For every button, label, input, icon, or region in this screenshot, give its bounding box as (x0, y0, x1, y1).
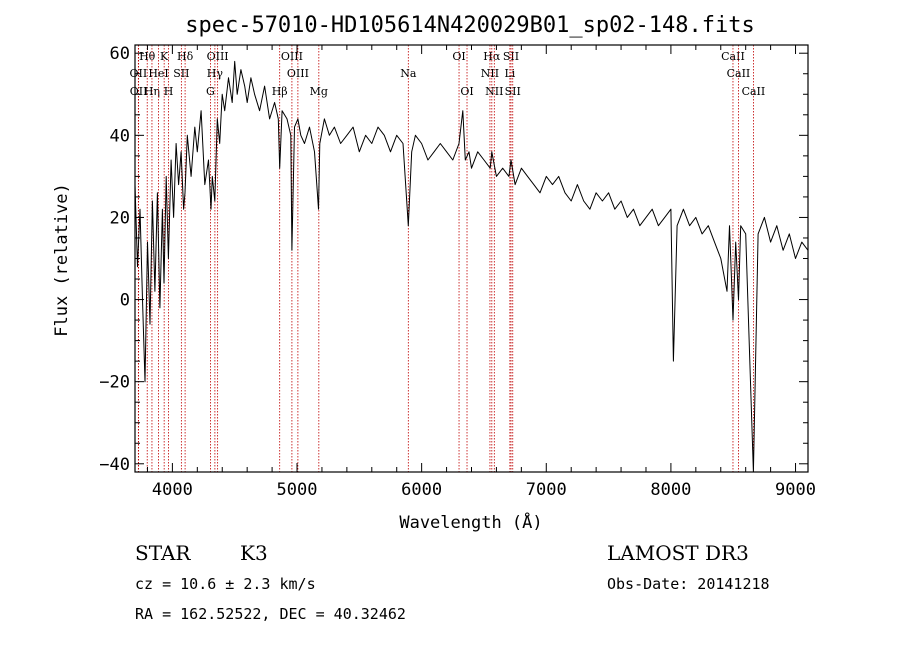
spectral-line-label-8: Hδ (177, 50, 194, 63)
x-tick-label-4: 8000 (650, 480, 691, 500)
spectral-line-label-6: H (164, 85, 174, 98)
spectral-line-label-2: OII (130, 85, 148, 98)
spectral-line-label-12: Hβ (272, 85, 288, 98)
y-tick-label-1: −20 (99, 373, 130, 393)
y-tick-label-5: 60 (110, 44, 130, 64)
spectral-line-label-10: Hγ (207, 67, 224, 80)
spectral-line-label-13: OIII (281, 50, 303, 63)
spectral-line-label-23: Li (504, 67, 515, 80)
spectral-line-label-19: Hα (483, 50, 501, 63)
spectral-line-label-24: SII (505, 85, 521, 98)
plot-frame (134, 44, 809, 473)
spectral-line-label-16: Na (400, 67, 417, 80)
ra-dec-coordinates: RA = 162.52522, DEC = 40.32462 (135, 605, 406, 623)
x-tick-label-1: 5000 (277, 480, 318, 500)
spectral-line-label-27: CaII (742, 85, 766, 98)
y-tick-label-3: 20 (110, 208, 130, 228)
spectral-line-label-15: Mg (310, 85, 328, 98)
redshift-cz: cz = 10.6 ± 2.3 km/s (135, 575, 316, 593)
object-subclass: K3 (240, 541, 268, 565)
spectral-line-label-21: NII (485, 85, 503, 98)
y-tick-label-0: −40 (99, 455, 130, 475)
spectral-line-label-14: OIII (287, 67, 309, 80)
spectral-line-label-26: CaII (727, 67, 751, 80)
spectral-line-label-4: HeI (148, 67, 168, 80)
spectral-line-label-11: G (206, 85, 215, 98)
spectral-line-label-7: SII (173, 67, 189, 80)
spectral-line-label-20: NII (481, 67, 499, 80)
spectral-line-label-3: Hη (144, 85, 160, 98)
object-class: STAR (135, 541, 191, 565)
spectrum-line-0 (134, 60, 809, 473)
spectral-line-label-25: CaII (721, 50, 745, 63)
y-tick-label-4: 40 (110, 126, 130, 146)
y-axis-label: Flux (relative) (52, 183, 72, 337)
x-tick-label-2: 6000 (401, 480, 442, 500)
axis-ticks: 4000 5000 6000 7000 8000 9000 −40 −20 0 20 40 60 (99, 44, 816, 500)
spectral-line-label-22: SII (503, 50, 519, 63)
x-tick-label-5: 9000 (775, 480, 816, 500)
chart-title: spec-57010-HD105614N420029B01_sp02-148.f… (185, 13, 755, 38)
x-tick-label-0: 4000 (152, 480, 193, 500)
spectrum-series (134, 60, 809, 473)
survey-name: LAMOST DR3 (607, 541, 749, 565)
x-axis-label: Wavelength (Å) (399, 511, 542, 533)
observation-date: Obs-Date: 20141218 (607, 575, 770, 593)
spectral-line-label-5: K (160, 50, 169, 63)
spectral-line-label-0: Hθ (139, 50, 156, 63)
y-tick-label-2: 0 (120, 291, 130, 311)
spectral-line-label-9: OIII (207, 50, 229, 63)
spectral-line-label-17: OI (452, 50, 465, 63)
spectral-line-label-18: OI (460, 85, 473, 98)
x-tick-label-3: 7000 (526, 480, 567, 500)
